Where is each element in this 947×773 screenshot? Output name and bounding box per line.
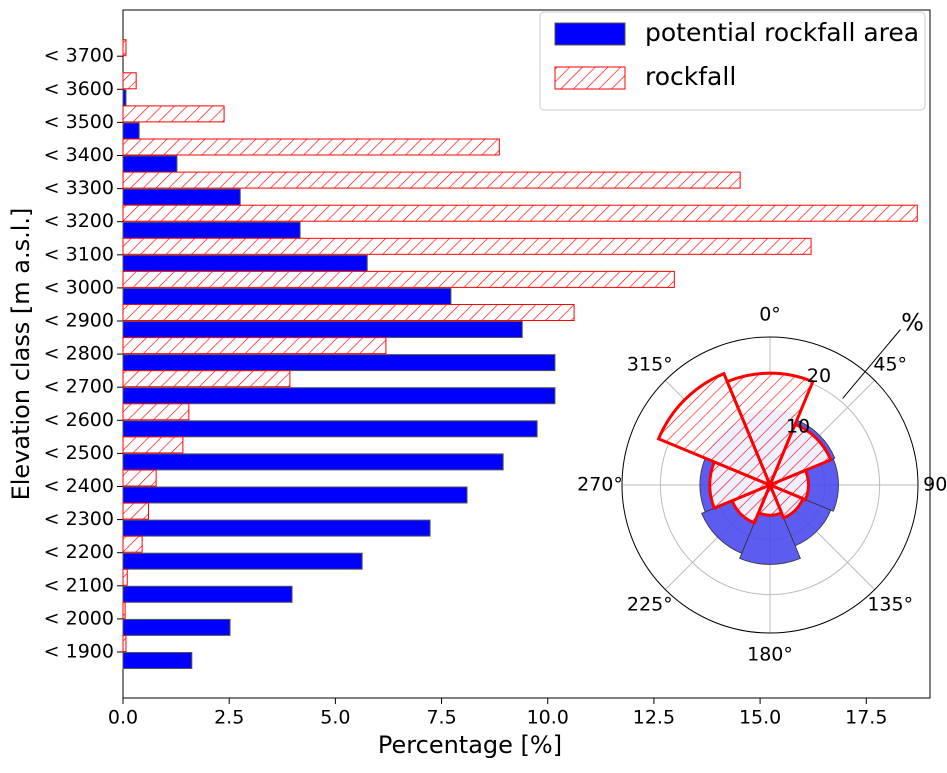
polar-frame [621, 336, 919, 634]
y-tick-label: < 2800 [44, 343, 114, 365]
bar [122, 138, 500, 156]
bar [122, 585, 293, 603]
x-tick-label: 0.0 [108, 707, 138, 729]
theta-tick-label: 0° [759, 304, 781, 326]
bar [122, 39, 127, 57]
x-tick-label: 15.0 [739, 707, 781, 729]
y-tick-label: < 2400 [44, 475, 114, 497]
bar [122, 321, 523, 338]
y-axis-label: Elevation class [m a.s.l.] [7, 208, 35, 501]
bar [122, 287, 452, 305]
y-tick-label: < 3600 [44, 78, 114, 100]
y-tick-label: < 2600 [44, 409, 114, 431]
bar [122, 635, 127, 652]
bar [122, 337, 387, 355]
x-tick-label: 10.0 [527, 707, 569, 729]
y-tick-label: < 3500 [44, 111, 114, 133]
bar [122, 453, 504, 471]
bar [122, 221, 301, 239]
y-tick-label: < 2100 [44, 574, 114, 596]
bar [122, 601, 126, 619]
bar [122, 89, 127, 107]
theta-tick-label: 270° [577, 474, 623, 496]
bar [122, 304, 575, 321]
y-tick-label: < 2000 [44, 607, 114, 629]
bar [122, 204, 918, 222]
y-tick-label: < 3000 [44, 276, 114, 298]
r-label-line [842, 329, 901, 399]
y-tick-label: < 3100 [44, 243, 114, 265]
y-tick-label: < 2200 [44, 541, 114, 563]
bar [122, 568, 128, 586]
polar-bar [739, 483, 801, 565]
bar [122, 254, 368, 272]
bar [122, 354, 556, 372]
polar-bar [725, 371, 815, 489]
bar [122, 436, 184, 454]
bar [122, 552, 363, 570]
bar [122, 370, 291, 388]
bar [122, 420, 538, 438]
r-tick-label: 20 [807, 365, 831, 387]
bar [122, 72, 137, 90]
theta-tick-label: 45° [873, 353, 907, 375]
bar [122, 652, 193, 669]
r-tick-label: 10 [786, 415, 810, 437]
polar-bar [767, 422, 833, 488]
y-tick-label: < 1900 [44, 641, 114, 663]
y-tick-label: < 2300 [44, 508, 114, 530]
x-axis-label: Percentage [%] [378, 731, 562, 759]
bar [122, 122, 140, 140]
bar [122, 171, 741, 189]
theta-tick-label: 180° [747, 644, 793, 666]
bar [122, 387, 556, 405]
bar [122, 237, 812, 255]
legend-box [539, 11, 926, 111]
y-tick-label: < 2900 [44, 310, 114, 332]
y-tick-label: < 2700 [44, 376, 114, 398]
r-label: % [901, 308, 924, 336]
polar-bar [766, 468, 810, 502]
x-tick-label: 17.5 [845, 707, 887, 729]
legend: potential rockfall area rockfall [539, 11, 926, 111]
bar [122, 519, 431, 537]
bar [122, 188, 241, 206]
x-tick-label: 5.0 [320, 707, 350, 729]
bar [122, 270, 675, 288]
polar-bar [656, 371, 773, 488]
x-tick-label: 7.5 [426, 707, 456, 729]
polar-bar [767, 482, 805, 520]
bar [122, 155, 178, 173]
bar [122, 618, 231, 636]
y-tick-label: < 3300 [44, 177, 114, 199]
bars: 0.0 2.5 5.0 7.5 10.0 12.5 15.0 17.5 < 1900 < 2000… [44, 39, 918, 729]
legend-swatch [554, 66, 626, 90]
bar [122, 486, 468, 504]
theta-tick-label: 135° [867, 594, 913, 616]
bar [122, 469, 157, 487]
legend-swatch [554, 22, 626, 46]
y-tick-label: < 2500 [44, 442, 114, 464]
x-tick-label: 12.5 [633, 707, 675, 729]
theta-tick-label: 90° [923, 474, 947, 496]
legend-label: rockfall [645, 62, 736, 91]
legend-label: potential rockfall area [645, 18, 919, 47]
bar [122, 105, 225, 123]
bar [122, 403, 190, 421]
y-tick-label: < 3400 [44, 144, 114, 166]
bar [122, 535, 143, 553]
theta-tick-label: 315° [627, 353, 673, 375]
y-tick-label: < 3200 [44, 210, 114, 232]
polar-inset: 0° 45° 90° 135° 180° 225° 270° 315° 10 20% [577, 304, 947, 666]
y-tick-label: < 3700 [44, 45, 114, 67]
bar [122, 502, 149, 520]
x-tick-label: 2.5 [214, 707, 244, 729]
theta-tick-label: 225° [627, 594, 673, 616]
